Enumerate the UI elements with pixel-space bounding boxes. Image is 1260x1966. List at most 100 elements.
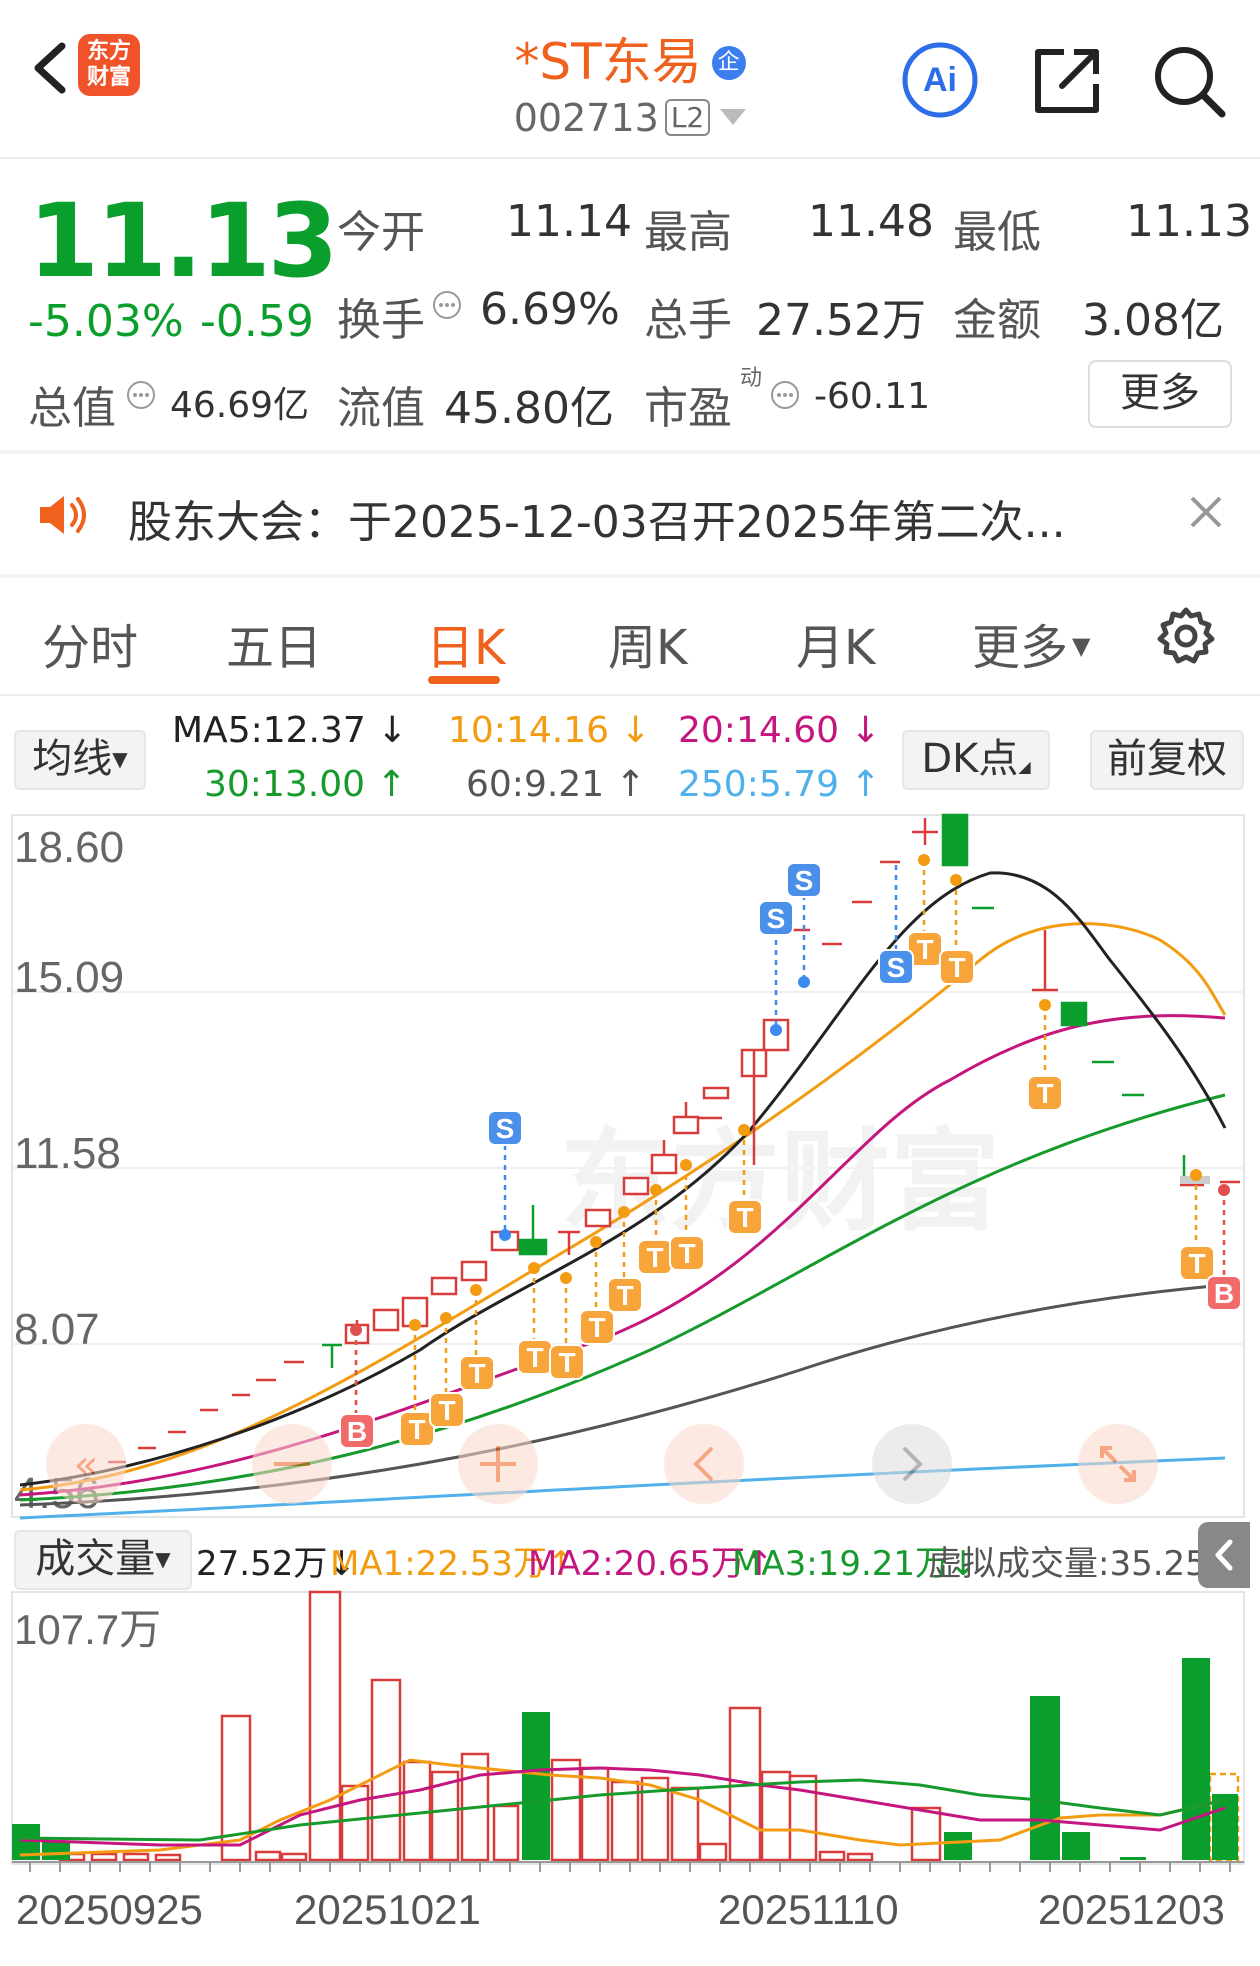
adjust-button[interactable]: 前复权 (1090, 730, 1244, 790)
last-price: 11.13 (28, 182, 339, 301)
vol-ma1-line (19, 1758, 1226, 1857)
search-icon[interactable] (1150, 42, 1230, 122)
fast-back-icon: « (74, 1442, 98, 1488)
t-marker: T (517, 1339, 553, 1375)
ma10-value: 10:14.16 ↓ (448, 710, 651, 751)
level2-badge: L2 (664, 99, 711, 136)
s-marker: S (786, 862, 822, 898)
ai-icon[interactable]: Ai (900, 40, 980, 120)
right-arrow-icon (902, 1446, 923, 1482)
stock-code-row[interactable]: 002713 L2 (0, 96, 1260, 140)
notice-text[interactable]: 股东大会：于2025-12-03召开2025年第二次... (128, 497, 1066, 548)
svg-text:T: T (588, 1312, 605, 1343)
svg-text:B: B (347, 1416, 367, 1447)
ma10-line (19, 922, 1227, 1492)
change-pct: -5.03% (28, 296, 184, 347)
t-marker: T (1027, 1075, 1063, 1111)
s-marker: S (758, 900, 794, 936)
open-label: 今开 (337, 207, 425, 258)
close-icon[interactable] (1186, 492, 1226, 532)
b-marker: B (339, 1413, 375, 1449)
vol-ma1-value: MA1:22.53万↑ (330, 1544, 576, 1584)
dropdown-icon: ▼ (155, 1547, 171, 1571)
ma30-line (19, 1093, 1226, 1502)
vol-ma2-value: MA2:20.65万↑ (528, 1544, 774, 1584)
collapse-panel-button[interactable] (1198, 1522, 1250, 1588)
x-label: 20251110 (718, 1886, 899, 1933)
t-marker: T (459, 1355, 495, 1391)
tab-more-label: 更多 (972, 620, 1069, 676)
svg-text:S: S (767, 903, 786, 934)
x-label: 20251203 (1038, 1886, 1225, 1933)
dk-point-label: DK点 (921, 736, 1019, 782)
t-marker: T (637, 1239, 673, 1275)
y-label: 15.09 (14, 953, 124, 1002)
mktcap-value: 46.69亿 (170, 385, 310, 426)
open-value: 11.14 (506, 196, 632, 247)
info-icon[interactable] (770, 380, 800, 410)
settings-icon[interactable] (1156, 606, 1216, 666)
tab-five-day[interactable]: 五日 (226, 620, 323, 676)
stock-name: *ST东易 (514, 33, 702, 91)
ma60-value: 60:9.21 ↑ (466, 764, 646, 805)
high-label: 最高 (644, 207, 732, 258)
vol-ma3-line (19, 1778, 1226, 1842)
dropdown-icon: ▼ (112, 747, 128, 771)
dk-point-button[interactable]: DK点◢ (902, 730, 1050, 790)
more-button[interactable]: 更多 (1088, 360, 1232, 428)
back-icon[interactable] (22, 38, 82, 98)
tab-weekly-k[interactable]: 周K (608, 620, 688, 676)
t-marker: T (669, 1235, 705, 1271)
vol-ma2-line (19, 1766, 1226, 1847)
volume-select-label: 成交量 (35, 1536, 156, 1582)
svg-text:T: T (916, 934, 933, 965)
float-label: 流值 (337, 383, 425, 434)
volume-value: 27.52万 (756, 295, 926, 346)
volume-chart[interactable]: 107.7万 (0, 1590, 1260, 1966)
svg-text:T: T (438, 1395, 455, 1426)
enterprise-badge: 企 (711, 46, 746, 80)
s-marker: S (487, 1110, 523, 1146)
tab-intraday[interactable]: 分时 (42, 620, 139, 676)
tab-daily-k[interactable]: 日K (426, 620, 506, 676)
ma-select[interactable]: 均线▼ (14, 730, 146, 790)
fullscreen-icon (1100, 1446, 1136, 1482)
amount-value: 3.08亿 (1082, 295, 1224, 346)
info-icon[interactable] (126, 380, 156, 410)
svg-text:Ai: Ai (923, 61, 957, 99)
t-marker: T (907, 931, 943, 967)
svg-text:T: T (526, 1342, 543, 1373)
dropdown-icon: ▼ (1072, 632, 1091, 660)
b-marker: B (1206, 1275, 1242, 1311)
svg-text:S: S (496, 1113, 515, 1144)
x-label: 20250925 (16, 1886, 203, 1933)
svg-text:T: T (678, 1238, 695, 1269)
svg-text:T: T (616, 1280, 633, 1311)
volume-select[interactable]: 成交量▼ (14, 1530, 192, 1590)
turnover-value: 6.69% (480, 284, 620, 335)
mktcap-label: 总值 (28, 383, 116, 434)
y-label: 8.07 (14, 1305, 100, 1354)
t-marker: T (607, 1277, 643, 1313)
change-amount: -0.59 (200, 296, 314, 347)
high-value: 11.48 (808, 196, 934, 247)
tab-more[interactable]: 更多 ▼ (972, 608, 1090, 678)
t-marker: T (727, 1199, 763, 1235)
info-icon[interactable] (432, 290, 462, 320)
kline-chart[interactable]: 东方财富 18.60 15.09 11.58 8.07 4.56 (0, 810, 1260, 1530)
low-value: 11.13 (1126, 196, 1252, 247)
ma5-line (19, 871, 1227, 1487)
share-icon[interactable] (1030, 44, 1104, 118)
svg-text:T: T (468, 1358, 485, 1389)
ma60-line (19, 1283, 1226, 1507)
svg-text:T: T (736, 1202, 753, 1233)
svg-text:T: T (408, 1414, 425, 1445)
t-marker: T (1179, 1245, 1215, 1281)
ma-select-label: 均线 (32, 736, 113, 782)
svg-text:S: S (795, 865, 814, 896)
ma250-value: 250:5.79 ↑ (678, 764, 881, 805)
tab-monthly-k[interactable]: 月K (796, 620, 876, 676)
t-marker: T (549, 1344, 585, 1380)
stock-code: 002713 (513, 96, 659, 140)
x-label: 20251021 (294, 1886, 481, 1933)
